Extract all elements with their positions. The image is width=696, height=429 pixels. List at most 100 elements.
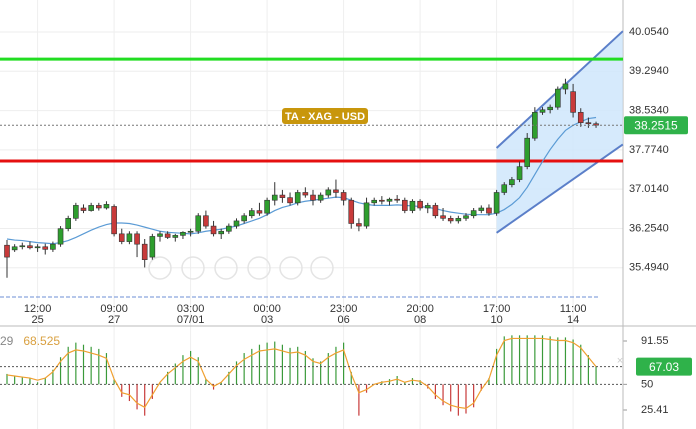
candle-body bbox=[524, 137, 531, 167]
candle-body bbox=[379, 199, 385, 202]
candle-body bbox=[157, 233, 163, 237]
candle-body bbox=[264, 199, 270, 214]
candle-body bbox=[363, 202, 370, 227]
candle-body bbox=[42, 246, 49, 250]
candle-body bbox=[516, 166, 523, 180]
candle-body bbox=[241, 215, 247, 222]
x-date-label: 08 bbox=[414, 314, 426, 326]
candle-body bbox=[470, 210, 477, 217]
candle-body bbox=[310, 194, 316, 201]
candle-body bbox=[226, 225, 232, 232]
candle-body bbox=[111, 206, 117, 235]
candle-body bbox=[187, 230, 194, 233]
last-value-tag bbox=[636, 357, 692, 376]
nav-button[interactable] bbox=[181, 256, 205, 280]
candle-body bbox=[463, 215, 469, 219]
chart-title: TA - XAG - USD bbox=[285, 111, 365, 123]
readout: 29 bbox=[0, 334, 14, 348]
candle-body bbox=[547, 106, 553, 111]
candle-body bbox=[394, 198, 400, 201]
y-tick-label: 40.0540 bbox=[629, 26, 669, 38]
candle-body bbox=[409, 200, 416, 211]
candle-body bbox=[317, 194, 324, 201]
x-date-label: 07/01 bbox=[177, 314, 205, 326]
x-date-label: 06 bbox=[337, 314, 349, 326]
y-tick-label: 39.2940 bbox=[629, 65, 669, 77]
candle-body bbox=[19, 245, 26, 248]
marks bbox=[0, 30, 624, 416]
candle-body bbox=[577, 112, 584, 123]
y-tick-label: 37.7740 bbox=[629, 144, 669, 156]
candle-body bbox=[4, 244, 10, 258]
candle-body bbox=[371, 199, 378, 204]
candle-body bbox=[233, 220, 240, 227]
nav-button[interactable] bbox=[279, 256, 303, 280]
candle-body bbox=[164, 233, 171, 238]
candle-body bbox=[333, 189, 339, 193]
candle-body bbox=[34, 246, 41, 249]
oscillator-line bbox=[6, 337, 597, 409]
candle-body bbox=[455, 218, 462, 222]
y-tick-label: 25.41 bbox=[641, 404, 669, 416]
x-date-label: 27 bbox=[108, 314, 120, 326]
x-date-label: 14 bbox=[567, 314, 579, 326]
candle-body bbox=[96, 205, 102, 209]
candle-body bbox=[447, 218, 454, 222]
candle-body bbox=[401, 199, 408, 211]
candle-body bbox=[417, 200, 423, 209]
candle-body bbox=[325, 189, 332, 196]
candle-body bbox=[478, 207, 485, 211]
candle-body bbox=[386, 198, 393, 202]
close-icon[interactable]: × bbox=[617, 355, 623, 367]
candle-body bbox=[73, 205, 79, 219]
readout: 68.525 bbox=[23, 334, 60, 348]
candle-body bbox=[279, 194, 286, 198]
candle-body bbox=[432, 205, 439, 217]
y-tick-label: 50 bbox=[641, 378, 653, 390]
candle-body bbox=[440, 215, 446, 219]
last-price-tag bbox=[624, 116, 688, 135]
candle-body bbox=[585, 122, 592, 125]
x-tick-label: 09:00 bbox=[100, 303, 128, 315]
candle-body bbox=[348, 199, 355, 224]
candle-body bbox=[302, 192, 309, 196]
candle-body bbox=[88, 205, 94, 211]
last-price-label: 38.2515 bbox=[634, 118, 678, 132]
y-tick-label: 38.5340 bbox=[629, 104, 669, 116]
channel-line bbox=[496, 143, 624, 234]
candle-body bbox=[271, 194, 278, 201]
candle-body bbox=[218, 230, 224, 235]
nav-button[interactable] bbox=[247, 256, 271, 280]
candle-body bbox=[11, 246, 18, 251]
y-tick-label: 36.2540 bbox=[629, 222, 669, 234]
candle-body bbox=[294, 192, 301, 204]
y-tick-label: 35.4940 bbox=[629, 262, 669, 274]
nav-buttons bbox=[148, 256, 334, 280]
candle-body bbox=[486, 207, 492, 214]
x-tick-label: 20:00 bbox=[406, 303, 434, 315]
candle-body bbox=[172, 235, 179, 238]
nav-button[interactable] bbox=[310, 256, 334, 280]
candle-body bbox=[195, 215, 202, 232]
candle-body bbox=[103, 204, 110, 209]
candle-body bbox=[562, 83, 569, 90]
candle-body bbox=[570, 91, 576, 113]
candle-body bbox=[493, 192, 500, 214]
x-tick-label: 00:00 bbox=[253, 303, 281, 315]
y-tick-label: 91.55 bbox=[641, 335, 669, 347]
nav-button[interactable] bbox=[214, 256, 238, 280]
candle-body bbox=[210, 225, 217, 235]
x-date-label: 10 bbox=[490, 314, 502, 326]
x-tick-label: 12:00 bbox=[24, 303, 52, 315]
nav-button[interactable] bbox=[148, 256, 172, 280]
candle-body bbox=[509, 179, 515, 186]
candle-body bbox=[80, 207, 87, 211]
x-tick-label: 03:00 bbox=[177, 303, 205, 315]
x-tick-label: 23:00 bbox=[330, 303, 358, 315]
y-tick-label: 37.0140 bbox=[629, 183, 669, 195]
x-tick-label: 11:00 bbox=[560, 303, 587, 315]
candle-body bbox=[134, 233, 140, 245]
channel-fill bbox=[496, 31, 623, 233]
overlay: 35.4940 36.2540 37.0140 37.7740 38.5340 39.29… bbox=[0, 26, 692, 416]
